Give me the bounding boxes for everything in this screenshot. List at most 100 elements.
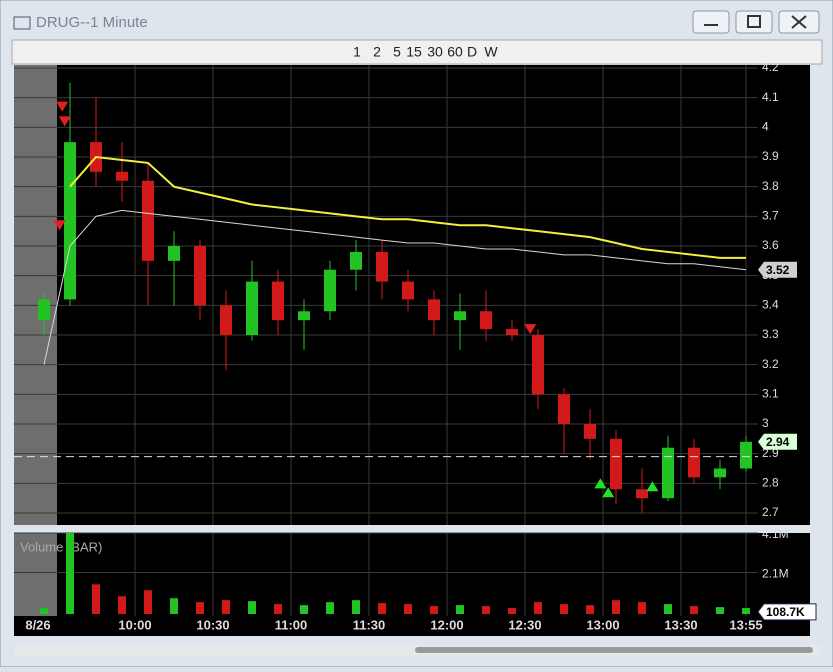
period-button[interactable]: 2 xyxy=(373,44,381,60)
candle-body xyxy=(428,299,440,321)
volume-bar xyxy=(560,604,568,614)
volume-tick-label: 2.1M xyxy=(762,567,789,581)
minimize-button[interactable] xyxy=(692,10,730,34)
volume-bar xyxy=(664,604,672,614)
volume-bar xyxy=(404,604,412,614)
time-tick-label: 10:30 xyxy=(196,617,229,632)
candle-body xyxy=(38,299,50,321)
volume-bar xyxy=(456,605,464,614)
candle-body xyxy=(142,180,154,261)
volume-bar xyxy=(144,590,152,614)
candle-body xyxy=(376,251,388,282)
volume-bar xyxy=(508,608,516,614)
candle-body xyxy=(662,447,674,499)
period-button[interactable]: 5 xyxy=(393,44,401,60)
indicator-line xyxy=(43,209,747,365)
window-title: DRUG--1 Minute xyxy=(36,14,148,31)
candle-body xyxy=(740,441,752,469)
volume-bar xyxy=(378,603,386,614)
buy-arrow xyxy=(602,487,615,498)
time-tick-label: 13:30 xyxy=(664,617,697,632)
volume-bar xyxy=(430,606,438,614)
buy-arrow xyxy=(646,481,659,492)
candle-body xyxy=(714,468,726,478)
volume-tick-label: 4.1M xyxy=(762,527,789,541)
volume-bar xyxy=(638,602,646,614)
volume-bar xyxy=(690,606,698,614)
time-tick-label: 13:55 xyxy=(729,617,762,632)
y-tick-label: 3 xyxy=(762,416,769,430)
maximize-button[interactable] xyxy=(735,10,773,34)
candle-body xyxy=(116,171,128,181)
period-button[interactable]: 60 xyxy=(447,44,463,60)
candle-body xyxy=(168,246,180,261)
candle-body xyxy=(194,246,206,306)
volume-bar xyxy=(92,584,100,614)
volume-title: Volume (BAR) xyxy=(20,539,102,554)
y-tick-label: 3.1 xyxy=(762,387,779,401)
sell-arrow xyxy=(58,116,71,127)
sell-arrow xyxy=(524,324,537,335)
volume-bar xyxy=(742,608,750,614)
maximize-icon xyxy=(747,15,761,28)
price-panel xyxy=(14,65,758,525)
price-tag-label: 3.52 xyxy=(766,263,790,277)
candle-body xyxy=(532,335,544,395)
candle-body xyxy=(584,424,596,439)
period-button[interactable]: W xyxy=(484,44,498,60)
volume-bar xyxy=(482,606,490,614)
y-tick-label: 3.8 xyxy=(762,179,779,193)
price-tag-label: 2.94 xyxy=(766,435,790,449)
volume-bar xyxy=(118,596,126,614)
volume-bar xyxy=(222,600,230,614)
candle-body xyxy=(402,281,414,300)
y-tick-label: 4 xyxy=(762,120,769,134)
volume-bar xyxy=(352,600,360,614)
volume-bar xyxy=(534,602,542,614)
premarket-shade xyxy=(14,65,57,525)
volume-bar xyxy=(326,602,334,614)
candle-body xyxy=(350,251,362,270)
candle-body xyxy=(272,281,284,321)
time-tick-label: 11:30 xyxy=(353,617,386,632)
y-tick-label: 4.2 xyxy=(762,60,779,74)
volume-bar xyxy=(40,608,48,614)
candle-body xyxy=(64,142,76,300)
y-tick-label: 3.6 xyxy=(762,238,779,252)
candle-body xyxy=(324,269,336,312)
scroll-thumb[interactable] xyxy=(415,647,813,653)
toolbar-group: 1 2 5 15 30 60 D W xyxy=(353,44,498,60)
y-tick-label: 2.8 xyxy=(762,476,779,490)
time-axis xyxy=(14,616,810,636)
volume-tag-label: 108.7K xyxy=(766,605,805,619)
price-tag xyxy=(758,261,797,278)
period-button[interactable]: 30 xyxy=(427,44,443,60)
y-tick-label: 3.4 xyxy=(762,298,779,312)
y-tick-label: 3.2 xyxy=(762,357,779,371)
close-icon xyxy=(791,15,807,29)
volume-tag xyxy=(757,603,817,621)
candle-body xyxy=(246,281,258,335)
price-tag xyxy=(758,433,797,450)
time-tick-label: 12:00 xyxy=(430,617,463,632)
period-button[interactable]: 1 xyxy=(353,44,361,60)
volume-bar xyxy=(586,605,594,614)
indicator-line xyxy=(69,155,746,259)
volume-bar xyxy=(274,604,282,614)
sell-arrow xyxy=(56,101,69,112)
period-button[interactable]: D xyxy=(467,44,477,60)
time-tick-label: 11:00 xyxy=(275,617,308,632)
volume-bar xyxy=(716,607,724,614)
time-tick-label: 12:30 xyxy=(508,617,541,632)
candle-body xyxy=(480,311,492,330)
y-tick-label: 3.9 xyxy=(762,149,779,163)
plot: 4.24.143.93.83.73.63.53.43.33.23.132.92.… xyxy=(14,60,817,632)
candle-body xyxy=(610,438,622,490)
date-label: 8/26 xyxy=(25,617,50,632)
y-tick-label: 2.7 xyxy=(762,505,779,519)
volume-bar xyxy=(196,602,204,614)
period-button[interactable]: 15 xyxy=(406,44,422,60)
volume-bar xyxy=(248,601,256,614)
